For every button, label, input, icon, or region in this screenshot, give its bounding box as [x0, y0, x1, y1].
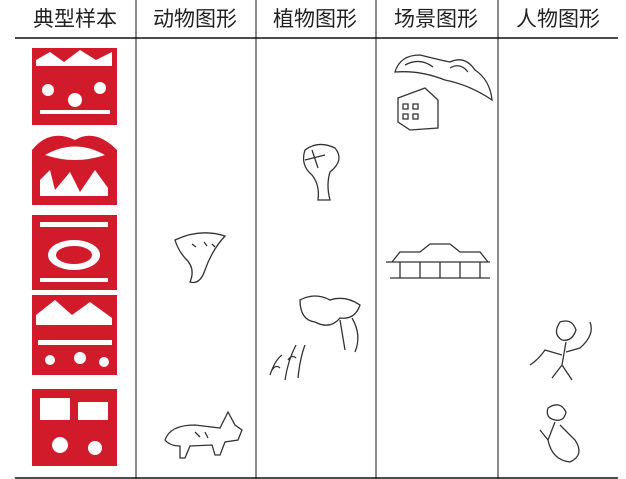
- header-cell: 动物图形: [153, 7, 237, 31]
- papercut-5: [32, 389, 117, 466]
- plant-drawings: [269, 143, 361, 381]
- papercut-4: [32, 295, 117, 375]
- header-cell: 植物图形: [273, 7, 357, 31]
- sample-images: [32, 48, 117, 466]
- rules: [15, 0, 618, 479]
- papercut-2: [32, 135, 117, 205]
- header-cell: 人物图形: [516, 7, 600, 31]
- header-cell: 场景图形: [394, 7, 478, 31]
- header-cell: 典型样本: [33, 7, 117, 31]
- figure-drawings: [529, 320, 592, 463]
- papercut-3: [32, 215, 117, 290]
- scene-drawings: [386, 54, 493, 279]
- papercut-1: [32, 48, 117, 125]
- animal-drawings: [164, 232, 243, 459]
- header-row: 典型样本 动物图形 植物图形 场景图形 人物图形: [33, 7, 600, 31]
